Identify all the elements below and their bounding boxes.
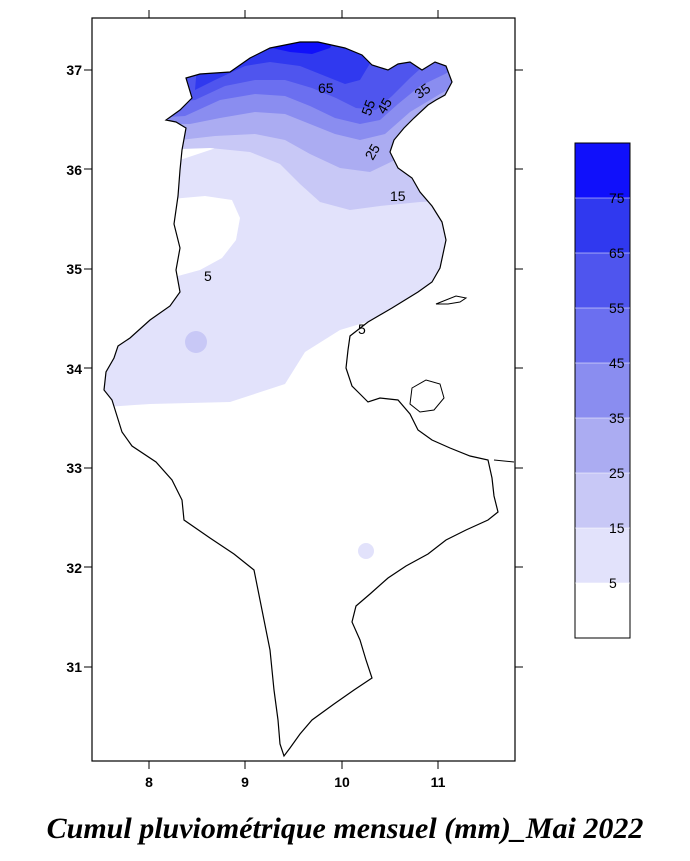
- y-tick-label: 31: [66, 659, 82, 675]
- y-tick-label: 36: [66, 162, 82, 178]
- legend-label: 75: [609, 190, 625, 206]
- legend-label: 25: [609, 465, 625, 481]
- contour-label-55: 55: [358, 97, 378, 117]
- y-axis: 37 36 35 34 33 32 31: [66, 62, 82, 675]
- rain-band-75: [270, 42, 340, 54]
- y-tick-label: 37: [66, 62, 82, 78]
- rain-spot-south: [358, 543, 374, 559]
- color-legend: 75 65 55 45 35 25 15 5: [574, 142, 631, 639]
- legend-label: 15: [609, 520, 625, 536]
- contour-labels: 65 55 45 35 25 15 5 5: [204, 80, 434, 337]
- x-tick-label: 8: [145, 774, 153, 790]
- y-tick-label: 34: [66, 361, 82, 377]
- legend-swatch-65: [575, 198, 630, 253]
- legend-label: 5: [609, 575, 617, 591]
- legend-swatch-0: [575, 583, 630, 638]
- rain-spot-kasserine: [185, 331, 207, 353]
- legend-swatch-45: [575, 308, 630, 363]
- contour-label-65: 65: [318, 80, 334, 96]
- contour-label-25: 25: [361, 141, 383, 163]
- legend-label: 55: [609, 300, 625, 316]
- legend-label: 35: [609, 410, 625, 426]
- contour-label-5-east: 5: [358, 321, 366, 337]
- legend-swatch-15: [575, 473, 630, 528]
- djerba-island: [409, 379, 445, 413]
- x-axis: 8 9 10 11: [145, 774, 446, 790]
- kerkennah-islands: [435, 295, 468, 305]
- legend-swatch-35: [575, 363, 630, 418]
- frame-ticks: [84, 10, 523, 769]
- rainfall-map: 65 55 45 35 25 15 5 5 8 9 10 11 37 36 35…: [66, 10, 631, 790]
- y-tick-label: 35: [66, 261, 82, 277]
- map-caption: Cumul pluviométrique mensuel (mm)_Mai 20…: [46, 812, 644, 845]
- contour-label-45: 45: [373, 95, 395, 117]
- legend-swatch-55: [575, 253, 630, 308]
- x-tick-label: 11: [431, 774, 446, 790]
- legend-swatch-25: [575, 418, 630, 473]
- contour-label-5-west: 5: [204, 268, 212, 284]
- dry-pocket: [160, 196, 240, 276]
- y-tick-label: 32: [66, 560, 82, 576]
- contour-label-15: 15: [390, 188, 406, 204]
- tunisia-outline: [103, 41, 499, 758]
- y-tick-label: 33: [66, 460, 82, 476]
- x-tick-label: 10: [334, 774, 350, 790]
- legend-label: 65: [609, 245, 625, 261]
- legend-swatch-75: [575, 143, 630, 198]
- x-tick-label: 9: [241, 774, 249, 790]
- legend-swatch-5: [575, 528, 630, 583]
- legend-label: 45: [609, 355, 625, 371]
- border-libya-extension: [493, 459, 515, 463]
